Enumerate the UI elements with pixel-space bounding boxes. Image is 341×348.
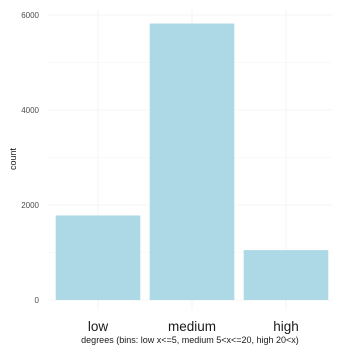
bar-high [243, 250, 329, 300]
y-tick-label: 6000 [21, 11, 39, 20]
y-tick-label: 2000 [21, 201, 39, 210]
x-tick-label-low: low [88, 319, 109, 334]
y-tick-labels: 0 2000 4000 6000 [21, 11, 39, 305]
x-tick-label-high: high [273, 319, 299, 334]
bar-medium [149, 23, 235, 301]
x-axis-title: degrees (bins: low x<=5, medium 5<x<=20,… [81, 335, 299, 345]
y-axis-title: count [8, 147, 18, 170]
bar-low [55, 215, 141, 300]
x-tick-labels: low medium high [88, 319, 299, 334]
y-tick-label: 4000 [21, 106, 39, 115]
y-tick-label: 0 [35, 296, 40, 305]
bars-group [55, 23, 329, 301]
x-tick-label-medium: medium [168, 319, 216, 334]
